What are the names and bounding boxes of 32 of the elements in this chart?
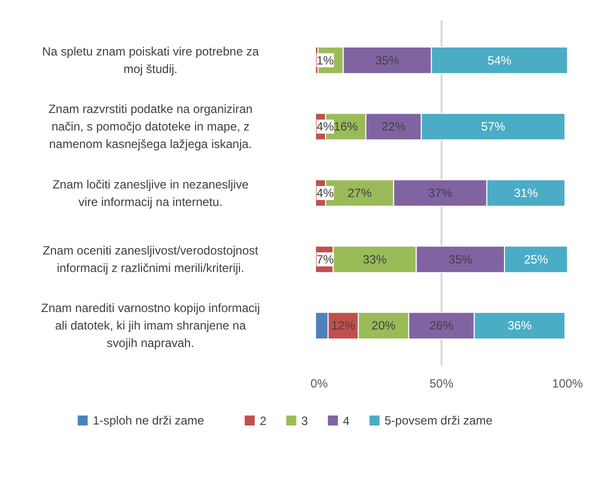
data-label: 36% <box>508 318 532 333</box>
data-label: 57% <box>481 120 506 134</box>
data-label: 35% <box>448 252 473 266</box>
data-label: 4% <box>316 186 334 200</box>
data-label: 27% <box>348 186 372 200</box>
x-tick-label: 50% <box>429 376 454 390</box>
data-label: 26% <box>429 318 454 333</box>
data-label: 54% <box>487 53 512 68</box>
y-tick-label: Znam narediti varnostno kopijo informacij ali datotek, ki jih imam shranjene na svojih napravah. <box>41 301 260 350</box>
x-tick-label: 100% <box>552 376 584 390</box>
y-tick-label: Znam razvrstiti podatke na organiziran način, s pomočjo datoteke in mape, z namenom kasnejšega lažjega iskanja. <box>48 102 253 152</box>
data-label: 31% <box>514 186 538 200</box>
legend-label: 2 <box>260 414 267 428</box>
legend-label: 5-povsem drži zame <box>384 414 493 428</box>
data-label: 7% <box>316 252 334 266</box>
data-label: 12% <box>331 318 356 333</box>
data-label: 22% <box>382 120 406 134</box>
legend-label: 4 <box>342 414 350 428</box>
legend-label: 3 <box>301 414 308 428</box>
y-tick-label: Na spletu znam poiskati vire potrebne za moj študij. <box>42 44 260 76</box>
data-label: 20% <box>372 318 396 333</box>
y-tick-label: Znam oceniti zanesljivost/verodostojnost informacij z različnimi merili/kriteriji. <box>42 244 259 276</box>
data-label: 33% <box>362 252 388 266</box>
data-label: 25% <box>524 252 548 266</box>
legend-label: 1-sploh ne drži zame <box>92 414 204 428</box>
x-tick-label: 0% <box>310 376 328 390</box>
data-label: 16% <box>334 120 358 134</box>
y-tick-label: Znam ločiti zanesljive in nezanesljive vire informacij na internetu. <box>52 177 249 209</box>
data-label: 35% <box>375 53 400 68</box>
data-label: 37% <box>428 186 453 200</box>
data-label: 4% <box>316 120 334 134</box>
data-label: 1% <box>316 53 334 68</box>
